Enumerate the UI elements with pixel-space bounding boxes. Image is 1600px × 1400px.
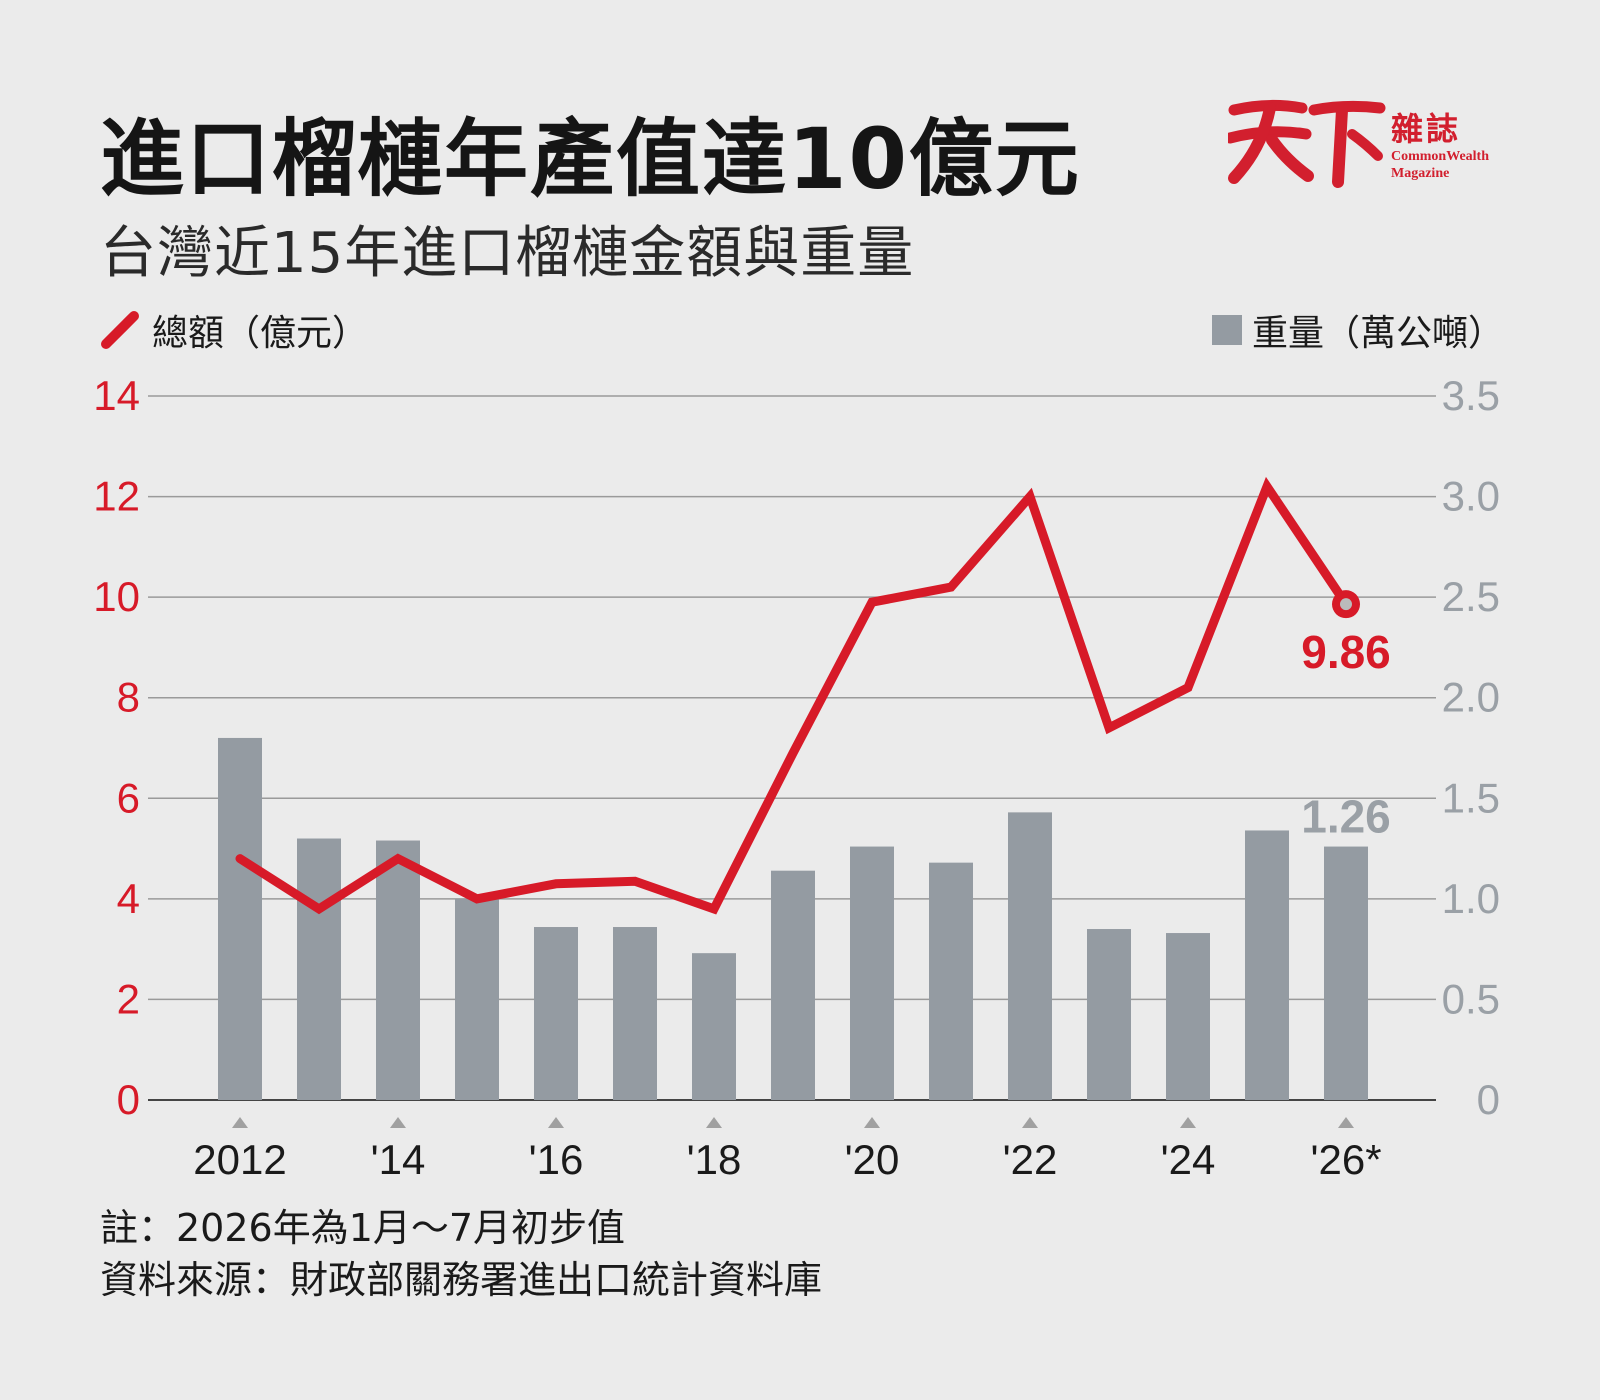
- left-axis-tick-label: 14: [93, 372, 140, 419]
- x-tick-marker: [1180, 1117, 1196, 1128]
- left-axis-tick-label: 2: [117, 975, 140, 1022]
- left-axis-tick-label: 6: [117, 774, 140, 821]
- right-axis-tick-label: 0.5: [1442, 975, 1500, 1022]
- x-tick-marker: [548, 1117, 564, 1128]
- brand-magazine-zh: 雜誌: [1391, 110, 1462, 148]
- x-tick-label: '14: [371, 1136, 426, 1183]
- x-tick-marker: [1338, 1117, 1354, 1128]
- weight-bar: [297, 838, 341, 1100]
- x-tick-marker: [864, 1117, 880, 1128]
- weight-bar: [1245, 830, 1289, 1100]
- legend-bar-label: 重量（萬公噸）: [1251, 313, 1504, 354]
- left-axis-tick-label: 12: [93, 473, 140, 520]
- weight-bar: [218, 737, 262, 1100]
- x-tick-marker: [232, 1117, 248, 1128]
- weight-bar: [771, 870, 815, 1100]
- weight-bar: [534, 927, 578, 1100]
- left-axis-tick-label: 4: [117, 875, 140, 922]
- x-tick-label: '24: [1161, 1136, 1216, 1183]
- weight-bar: [1087, 929, 1131, 1100]
- right-axis-tick-label: 3.0: [1442, 473, 1500, 520]
- bar-swatch-icon: [1211, 315, 1242, 345]
- x-tick-marker: [706, 1117, 722, 1128]
- weight-bar: [692, 953, 736, 1100]
- brand-name-en-line1: CommonWealth: [1391, 149, 1489, 164]
- chart-plot: 0 2 4 6 8 10 12 14 0 0.5 1.0 1.5 2.0 2.5 3.0 3.5 2012 '14…: [93, 372, 1500, 1183]
- right-axis-tick-label: 2.5: [1442, 573, 1500, 620]
- bar-last-value-label: 1.26: [1301, 791, 1391, 843]
- weight-bar: [455, 898, 499, 1100]
- data-source: 資料來源：財政部關務署進出口統計資料庫: [100, 1258, 823, 1302]
- footnote: 註：2026年為1月～7月初步值: [100, 1206, 626, 1250]
- legend-line: 總額（億元）: [100, 306, 368, 354]
- weight-bar: [1008, 812, 1052, 1100]
- x-tick-label: 2012: [193, 1136, 286, 1183]
- line-swatch-icon: [101, 311, 139, 349]
- brand-name-en: CommonWealth Magazine: [1391, 148, 1489, 182]
- right-axis-tick-label: 2.0: [1442, 674, 1500, 721]
- left-axis-tick-label: 0: [117, 1076, 140, 1123]
- x-tick-label: '22: [1003, 1136, 1058, 1183]
- brand-logo: 雜誌 CommonWealth Magazine: [1228, 98, 1508, 198]
- x-tick-label: '18: [687, 1136, 742, 1183]
- legend-line-label: 總額（億元）: [152, 313, 369, 354]
- legend-bar: 重量（萬公噸）: [1211, 306, 1504, 354]
- weight-bar: [1324, 846, 1368, 1100]
- chart-title: 進口榴槤年產值達10億元: [100, 110, 1081, 208]
- x-tick-label: '16: [529, 1136, 584, 1183]
- weight-bar: [613, 927, 657, 1100]
- weight-bar: [929, 862, 973, 1100]
- weight-bar: [376, 840, 420, 1100]
- x-tick-marker: [390, 1117, 406, 1128]
- right-axis-tick-label: 1.0: [1442, 875, 1500, 922]
- x-tick-label: '20: [845, 1136, 900, 1183]
- brand-name-en-line2: Magazine: [1391, 166, 1450, 181]
- x-tick-marker: [1022, 1117, 1038, 1128]
- left-axis-tick-label: 8: [117, 674, 140, 721]
- last-point-marker-inner: [1340, 598, 1352, 611]
- weight-bar: [1166, 933, 1210, 1100]
- x-tick-label: '26*: [1310, 1136, 1381, 1183]
- right-axis-tick-label: 1.5: [1442, 774, 1500, 821]
- chart-subtitle: 台灣近15年進口榴槤金額與重量: [100, 221, 915, 286]
- weight-bar: [850, 846, 894, 1100]
- line-last-value-label: 9.86: [1301, 626, 1391, 678]
- left-axis-tick-label: 10: [93, 573, 140, 620]
- tianxia-logo-mark: [1228, 99, 1386, 188]
- right-axis-tick-label: 3.5: [1442, 372, 1500, 419]
- right-axis-tick-label: 0: [1477, 1076, 1500, 1123]
